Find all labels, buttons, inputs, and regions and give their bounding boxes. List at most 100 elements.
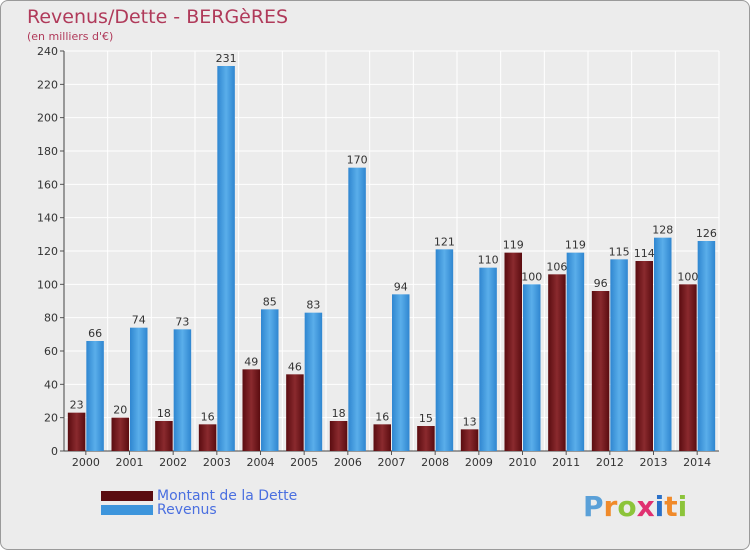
data-label-debt: 100 [677,270,698,283]
data-label-revenus: 74 [132,314,146,327]
bar-revenus [479,267,497,451]
bar-revenus [610,259,628,451]
y-tick-label: 60 [44,345,58,358]
logo-letter: i [654,490,665,523]
data-label-debt: 23 [70,399,84,412]
logo-letter: x [636,490,655,523]
bar-debt [111,417,129,451]
x-tick-label: 2001 [116,456,144,469]
logo-letter: i [677,490,688,523]
x-tick-label: 2000 [72,456,100,469]
y-tick-label: 240 [37,45,58,58]
y-tick-label: 140 [37,212,58,225]
bar-debt [417,426,435,451]
legend-item-debt: Montant de la Dette [101,488,298,504]
x-tick-label: 2008 [421,456,449,469]
bar-debt [548,274,566,451]
legend-swatch-revenus [101,505,153,515]
x-tick-label: 2004 [247,456,275,469]
data-label-revenus: 170 [347,154,368,167]
bar-revenus [435,249,454,451]
data-label-revenus: 100 [521,270,542,283]
data-label-revenus: 128 [652,224,673,237]
bar-revenus [217,66,235,451]
data-label-revenus: 115 [609,245,630,258]
bar-debt [504,252,522,451]
y-tick-label: 80 [44,312,58,325]
data-label-revenus: 110 [478,254,499,267]
x-tick-label: 2010 [509,456,537,469]
bar-revenus [654,237,672,451]
legend-label-revenus: Revenus [157,502,217,518]
bar-revenus [173,329,192,451]
data-label-revenus: 83 [306,299,320,312]
logo-letter: r [603,490,618,523]
bar-debt [373,424,391,451]
x-tick-label: 2009 [465,456,493,469]
data-label-debt: 18 [332,407,346,420]
bar-debt [329,421,348,451]
data-label-debt: 18 [157,407,171,420]
data-label-revenus: 231 [216,52,237,65]
bar-revenus [566,252,585,451]
x-tick-label: 2005 [290,456,318,469]
bar-revenus [130,327,148,451]
data-label-debt: 106 [546,260,567,273]
data-label-debt: 16 [375,410,389,423]
bar-debt [67,412,86,451]
data-label-debt: 46 [288,360,302,373]
x-tick-label: 2013 [640,456,668,469]
y-tick-label: 100 [37,278,58,291]
data-label-revenus: 73 [175,315,189,328]
data-label-revenus: 94 [394,280,408,293]
bar-debt [635,261,653,451]
data-label-debt: 20 [113,404,127,417]
bar-revenus [697,241,716,451]
data-label-debt: 96 [594,277,608,290]
bar-revenus [86,341,104,451]
data-label-debt: 49 [244,355,258,368]
y-tick-label: 120 [37,245,58,258]
bar-debt [198,424,217,451]
y-tick-label: 40 [44,378,58,391]
legend-swatch-debt [101,491,153,501]
data-label-revenus: 85 [263,295,277,308]
chart-title: Revenus/Dette - BERGèRES [27,6,289,28]
data-label-debt: 16 [201,410,215,423]
data-label-revenus: 119 [565,239,586,252]
data-label-debt: 15 [419,412,433,425]
data-label-debt: 119 [503,239,524,252]
data-label-debt: 114 [634,247,655,260]
bar-debt [286,374,304,451]
x-tick-label: 2006 [334,456,362,469]
logo-letter: P [583,490,604,523]
y-tick-label: 180 [37,145,58,158]
y-tick-label: 0 [51,445,58,458]
data-label-revenus: 66 [88,327,102,340]
bar-debt [591,291,610,451]
bar-revenus [261,309,279,451]
x-tick-label: 2011 [552,456,580,469]
legend-item-revenus: Revenus [101,502,217,518]
bar-debt [679,284,697,451]
chart-subtitle: (en milliers d'€) [27,30,114,43]
logo-letter: o [617,490,637,523]
x-tick-label: 2002 [159,456,187,469]
y-tick-label: 220 [37,78,58,91]
bar-revenus [523,284,541,451]
x-tick-label: 2012 [596,456,624,469]
data-label-revenus: 121 [434,235,455,248]
x-tick-label: 2003 [203,456,231,469]
logo-letter: t [664,490,678,523]
bar-revenus [392,294,410,451]
proxiti-logo: Proxiti [583,490,687,523]
y-tick-label: 200 [37,112,58,125]
bar-revenus [304,312,323,451]
x-tick-label: 2007 [378,456,406,469]
bar-debt [155,421,173,451]
y-tick-label: 20 [44,412,58,425]
legend-label-debt: Montant de la Dette [157,488,298,504]
bar-debt [460,429,479,451]
